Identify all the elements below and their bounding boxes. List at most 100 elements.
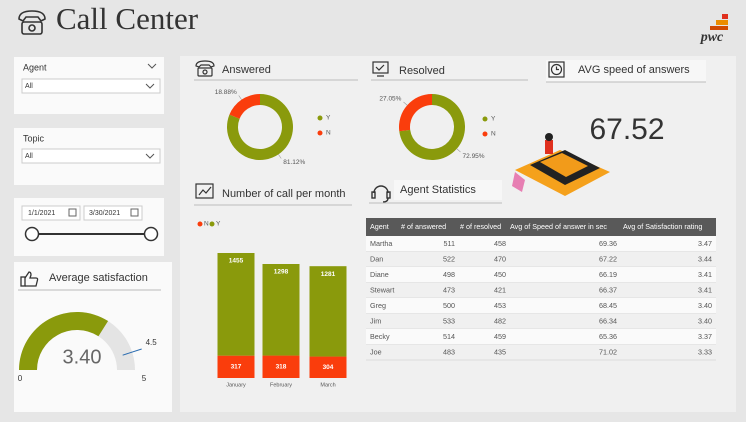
table-title: Agent Statistics	[400, 184, 476, 196]
column-header: Agent	[370, 222, 389, 231]
data-label: 317	[231, 364, 242, 371]
legend-label: N	[204, 221, 209, 228]
column-header: # of resolved	[460, 222, 501, 231]
table-cell: 66.34	[599, 316, 617, 325]
page-title: Call Center	[56, 1, 199, 36]
table-cell: 514	[443, 332, 455, 341]
legend-label: Y	[491, 116, 496, 123]
table-row	[366, 313, 716, 329]
table-cell: 3.37	[698, 332, 712, 341]
legend-swatch	[482, 116, 488, 122]
calendar-icon	[68, 208, 77, 217]
table-cell: 3.41	[698, 270, 712, 279]
table-cell: 3.41	[698, 285, 712, 294]
table-cell: 473	[443, 285, 455, 294]
chart-icon	[195, 183, 214, 199]
table-cell: Greg	[370, 301, 386, 310]
date-input[interactable]	[83, 205, 143, 221]
x-tick-label: March	[320, 382, 335, 388]
donut-slice	[399, 94, 432, 132]
bar-segment	[262, 355, 300, 378]
data-label: 81.12%	[283, 159, 305, 166]
table-cell: 470	[494, 254, 506, 263]
table-cell: 500	[443, 301, 455, 310]
table-cell: 511	[444, 239, 455, 248]
x-tick-label: January	[226, 382, 246, 388]
date-input[interactable]	[21, 205, 81, 221]
slider-handle[interactable]	[24, 226, 40, 242]
table-cell: 65.36	[599, 332, 617, 341]
table-cell: 453	[494, 301, 506, 310]
thumbs-icon	[20, 271, 39, 287]
column-header: Avg of Satisfaction rating	[623, 222, 702, 231]
table-title-box	[394, 180, 502, 200]
data-label: 1455	[229, 258, 244, 265]
legend-label: N	[326, 130, 331, 137]
chart-title: Average satisfaction	[49, 272, 148, 284]
table-cell: 67.22	[599, 254, 617, 263]
gauge-target	[122, 348, 142, 356]
table-cell: 3.40	[698, 316, 712, 325]
chevron	[145, 83, 155, 89]
phone-icon	[18, 10, 46, 35]
data-label: 318	[276, 364, 287, 371]
table-row	[366, 298, 716, 314]
table-cell: 459	[494, 332, 506, 341]
gauge-value: 3.40	[63, 346, 102, 368]
table-cell: Stewart	[370, 285, 394, 294]
bar-segment	[217, 355, 255, 378]
legend-swatch	[209, 221, 215, 227]
chevron	[145, 153, 155, 159]
table-cell: 69.36	[599, 239, 617, 248]
gauge-fill	[19, 312, 109, 370]
table-cell: 483	[443, 347, 455, 356]
table-header	[366, 218, 716, 236]
slicer-label: Topic	[23, 133, 45, 143]
table-cell: 533	[443, 316, 455, 325]
illustration	[512, 133, 610, 196]
clock-icon	[548, 61, 565, 78]
table-cell: 498	[443, 270, 455, 279]
table-cell: 71.02	[599, 347, 617, 356]
legend-swatch	[197, 221, 203, 227]
target-label: 4.5	[146, 338, 158, 347]
data-label: 1281	[321, 271, 336, 278]
table-cell: Joe	[370, 347, 382, 356]
logo: pwc	[700, 30, 724, 45]
table-cell: 450	[494, 270, 506, 279]
data-label: 72.95%	[463, 153, 485, 160]
slider-handle[interactable]	[143, 226, 159, 242]
table-cell: 3.40	[698, 301, 712, 310]
legend-swatch	[317, 115, 323, 121]
bar-segment	[217, 253, 255, 356]
monitor-icon	[372, 61, 389, 77]
table-cell: 3.44	[698, 254, 712, 263]
table-cell: Diane	[370, 270, 389, 279]
legend-swatch	[317, 130, 323, 136]
calendar-icon	[130, 208, 139, 217]
legend-label: N	[491, 131, 496, 138]
dropdown[interactable]	[21, 148, 161, 164]
donut-slice	[227, 94, 293, 161]
legend-label: Y	[216, 221, 221, 228]
chart-title: Resolved	[399, 65, 445, 77]
dropdown-value: All	[25, 153, 33, 160]
table-cell: Martha	[370, 239, 392, 248]
table-cell: 458	[494, 239, 506, 248]
x-tick-label: February	[270, 382, 292, 388]
chevron	[147, 63, 157, 69]
logo-mark	[710, 14, 728, 30]
table-row	[366, 329, 716, 345]
bar-segment	[309, 356, 347, 378]
bar-segment	[262, 264, 300, 356]
gauge-tick-label: 0	[18, 374, 23, 383]
table-cell: 66.37	[599, 285, 617, 294]
leader-line	[278, 154, 282, 159]
dropdown[interactable]	[21, 78, 161, 94]
kpi-title: AVG speed of answers	[578, 64, 690, 76]
table-cell: Jim	[370, 316, 381, 325]
data-label: 304	[323, 364, 334, 371]
table-row	[366, 236, 716, 252]
gauge-tick-label: 5	[142, 374, 147, 383]
